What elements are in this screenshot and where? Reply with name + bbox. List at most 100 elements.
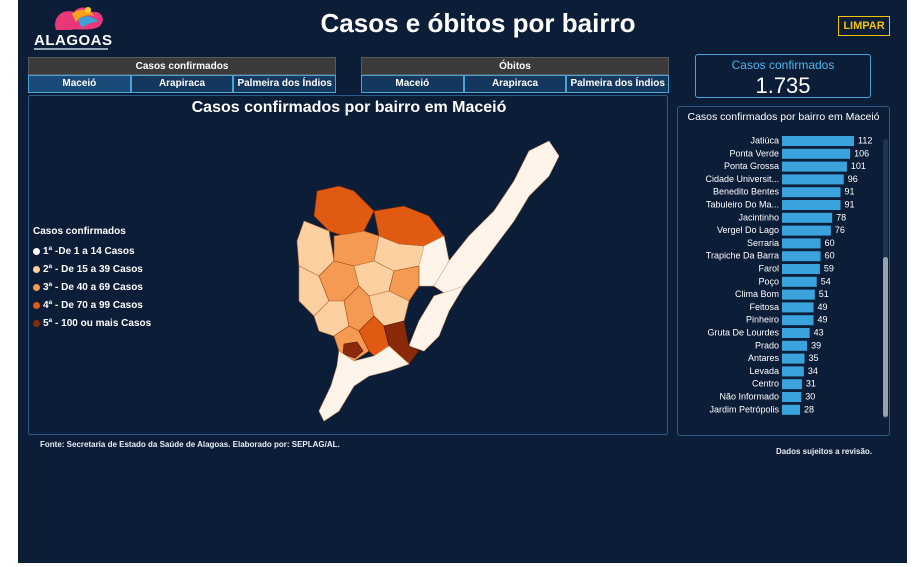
bar[interactable] — [782, 353, 805, 364]
logo-mark-icon — [55, 7, 103, 30]
map-region-north-coast — [433, 140, 559, 297]
legend-swatch — [33, 265, 40, 273]
legend-label: 3ª - De 40 a 69 Casos — [43, 281, 143, 293]
bar[interactable] — [782, 340, 808, 351]
bar[interactable] — [782, 251, 821, 262]
bar[interactable] — [782, 366, 804, 377]
bar-category-label: Serraria — [747, 238, 779, 248]
bar[interactable] — [782, 328, 810, 338]
tab-deaths-arapiraca[interactable]: Arapiraca — [463, 75, 567, 93]
map-region-pontal-dark — [342, 341, 364, 359]
bar[interactable] — [782, 136, 854, 146]
bar-value-label: 31 — [806, 379, 816, 389]
bar[interactable] — [782, 174, 844, 185]
bar-category-label: Poço — [758, 276, 779, 286]
map-panel: Casos confirmados por bairro em Maceió C… — [28, 95, 668, 435]
legend-swatch — [33, 283, 40, 291]
logo-tagline — [34, 48, 108, 50]
tab-deaths-palmeira[interactable]: Palmeira dos Índios — [566, 75, 670, 93]
legend-label: 2ª - De 15 a 39 Casos — [43, 263, 143, 275]
bar-value-label: 54 — [821, 276, 831, 286]
bar-category-label: Ponta Grossa — [724, 161, 779, 171]
legend-item: 2ª - De 15 a 39 Casos — [33, 260, 151, 278]
tab-cases-palmeira[interactable]: Palmeira dos Índios — [233, 75, 337, 93]
dashboard: ALAGOAS Casos e óbitos por bairro LIMPAR… — [18, 0, 907, 563]
deaths-tab-group: Óbitos Maceió Arapiraca Palmeira dos Índ… — [361, 57, 670, 95]
tab-cases-arapiraca[interactable]: Arapiraca — [130, 75, 234, 93]
legend-swatch — [33, 247, 40, 255]
bar-category-label: Prado — [755, 340, 779, 350]
bar-category-label: Gruta De Lourdes — [707, 328, 779, 338]
bar-category-label: Benedito Bentes — [713, 187, 780, 197]
bar[interactable] — [782, 404, 800, 415]
bar-value-label: 49 — [818, 302, 828, 312]
bar[interactable] — [782, 276, 817, 287]
bar-chart-title: Casos confirmados por bairro em Maceió — [687, 111, 880, 123]
map-region-southern-tail — [318, 345, 410, 422]
legend-item: 5ª - 100 ou mais Casos — [33, 314, 151, 332]
logo-text: ALAGOAS — [34, 32, 113, 49]
bar-value-label: 76 — [835, 225, 845, 235]
bar[interactable] — [782, 315, 814, 326]
bar-value-label: 112 — [858, 136, 872, 146]
page-title: Casos e óbitos por bairro — [320, 8, 636, 38]
bar-category-label: Jacintinho — [738, 212, 779, 222]
bar[interactable] — [782, 392, 802, 402]
bar-category-label: Clima Bom — [735, 289, 779, 299]
bar-category-label: Levada — [749, 366, 779, 376]
bar[interactable] — [782, 302, 814, 313]
legend-swatch — [33, 319, 40, 327]
bar-value-label: 101 — [851, 161, 866, 171]
bar-value-label: 59 — [824, 264, 834, 274]
bar-value-label: 49 — [818, 315, 828, 325]
kpi-label: Casos confirmados — [731, 58, 835, 72]
bar-value-label: 106 — [854, 148, 869, 158]
map-title: Casos confirmados por bairro em Maceió — [191, 99, 507, 116]
bar-category-label: Trapiche Da Barra — [706, 251, 779, 261]
bar-category-label: Jatiúca — [750, 136, 779, 146]
bar-value-label: 60 — [825, 251, 835, 261]
bar[interactable] — [782, 200, 841, 210]
bar-category-label: Centro — [752, 379, 779, 389]
maceio-map[interactable] — [259, 136, 559, 426]
bar-category-label: Não Informado — [719, 392, 779, 402]
bar-value-label: 96 — [848, 174, 858, 184]
bar-chart: Jatiúca 112 Ponta Verde 106 Ponta Grossa 101 C… — [705, 136, 872, 415]
bar[interactable] — [782, 148, 851, 159]
bar-category-label: Farol — [758, 264, 779, 274]
bar[interactable] — [782, 225, 831, 236]
confirmed-cases-card: Casos confirmados 1.735 — [695, 54, 871, 98]
map-region-feitosa — [388, 265, 420, 302]
bar[interactable] — [782, 161, 847, 172]
bar-value-label: 60 — [825, 238, 835, 248]
tab-deaths-maceio[interactable]: Maceió — [361, 75, 464, 93]
bar[interactable] — [782, 187, 841, 198]
bar-category-label: Feitosa — [749, 302, 779, 312]
bar-chart-scrollbar[interactable] — [883, 139, 888, 419]
cases-tab-group: Casos confirmados Maceió Arapiraca Palme… — [28, 57, 337, 95]
bar-category-label: Pinheiro — [746, 315, 779, 325]
bar[interactable] — [782, 264, 820, 274]
bar[interactable] — [782, 379, 802, 390]
bar[interactable] — [782, 289, 815, 300]
bar-category-label: Antares — [748, 353, 780, 363]
bar-value-label: 30 — [805, 392, 815, 402]
tab-cases-maceio[interactable]: Maceió — [28, 75, 131, 93]
bar-value-label: 28 — [804, 404, 814, 414]
legend-swatch — [33, 301, 40, 309]
bar[interactable] — [782, 238, 821, 249]
clear-filters-button[interactable]: LIMPAR — [838, 16, 890, 36]
bar-value-label: 91 — [845, 187, 855, 197]
legend-label: 5ª - 100 ou mais Casos — [43, 317, 152, 329]
bar-value-label: 34 — [808, 366, 818, 376]
deaths-tab-group-title: Óbitos — [361, 57, 669, 75]
bar-value-label: 51 — [819, 289, 829, 299]
bar[interactable] — [782, 212, 833, 223]
bar-value-label: 91 — [845, 200, 855, 210]
source-note: Fonte: Secretaria de Estado da Saúde de … — [40, 440, 340, 449]
bar-chart-panel: Casos confirmados por bairro em Maceió J… — [677, 106, 890, 436]
legend-item: 3ª - De 40 a 69 Casos — [33, 278, 151, 296]
revision-disclaimer: Dados sujeitos a revisão. — [776, 447, 873, 456]
scrollbar-thumb[interactable] — [883, 257, 888, 417]
bar-category-label: Vergel Do Lago — [717, 225, 779, 235]
